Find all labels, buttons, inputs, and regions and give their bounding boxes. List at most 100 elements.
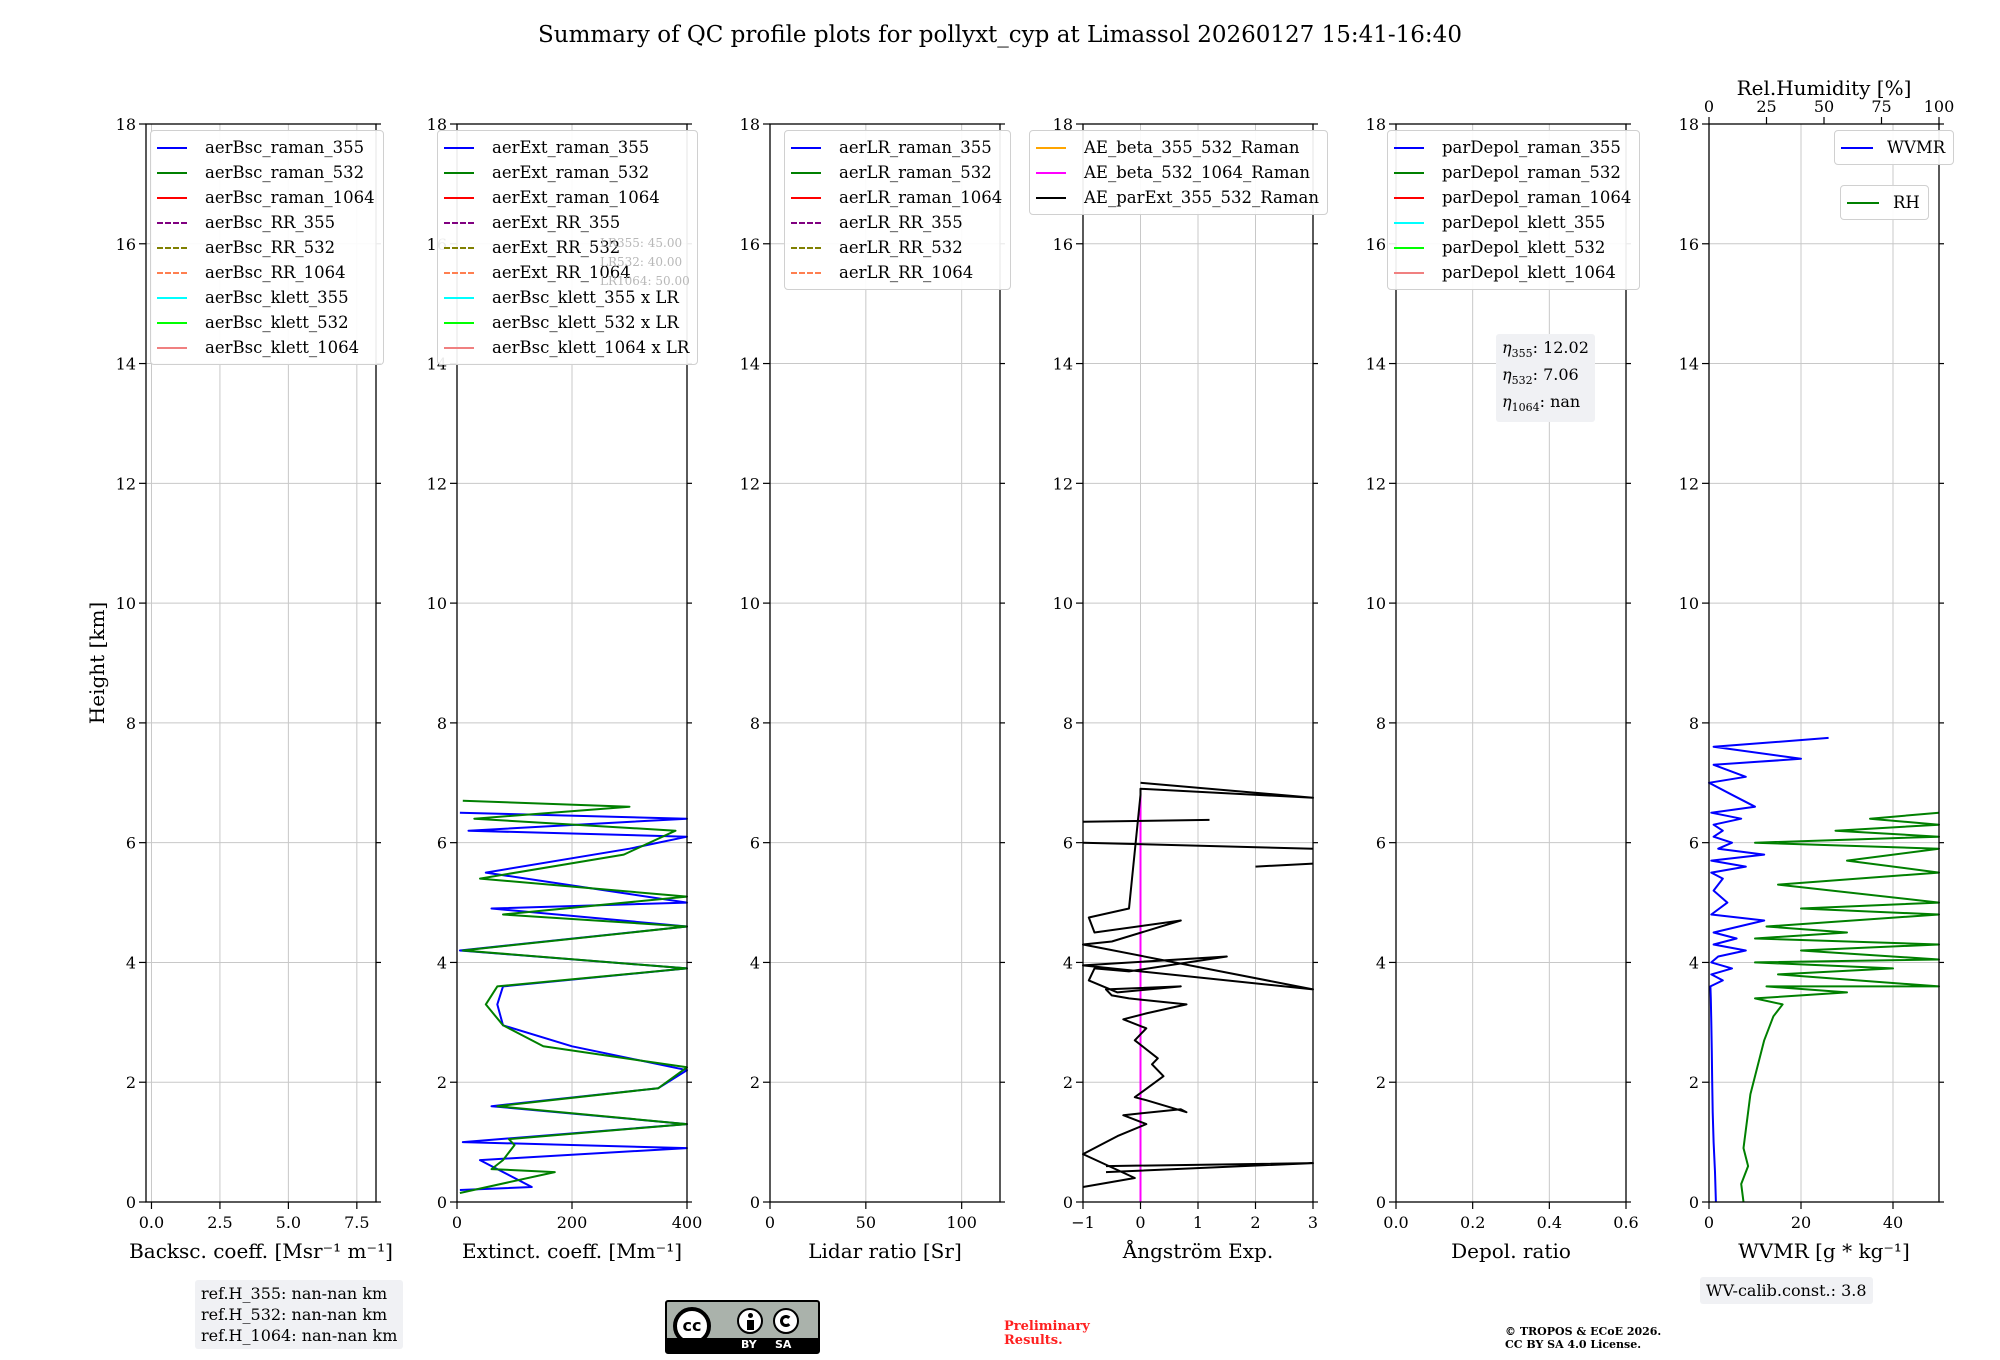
wv-calib-text: WV-calib.const.: 3.8 — [1706, 1281, 1867, 1300]
axes-frame — [1708, 123, 1940, 1203]
series-AE_parExt_355_532_Raman_top — [1082, 841, 1314, 850]
figure-title: Summary of QC profile plots for pollyxt_… — [538, 22, 1462, 48]
x-tick-label: 50 — [856, 1213, 876, 1232]
legend-entry: parDepol_klett_1064 — [1394, 260, 1631, 285]
y-tick-label: 16 — [740, 235, 760, 254]
x-tick-label: 2 — [1250, 1213, 1260, 1232]
top-x-tick-label: 75 — [1871, 97, 1891, 116]
legend-entry: aerBsc_raman_532 — [157, 160, 375, 185]
legend-entry: aerBsc_raman_1064 — [157, 185, 375, 210]
y-tick-label: 18 — [1366, 115, 1386, 134]
series-WVMR — [1708, 736, 1829, 1203]
x-axis-label: Extinct. coeff. [Mm⁻¹] — [462, 1239, 682, 1263]
y-tick-label: 10 — [116, 594, 136, 613]
legend-label: AE_parExt_355_532_Raman — [1084, 188, 1319, 207]
top-x-tick-label: 25 — [1756, 97, 1776, 116]
copyright-line-1: © TROPOS & ECoE 2026. — [1505, 1325, 1662, 1338]
lr-annotation: LR532: 40.00 — [600, 255, 683, 269]
legend-label: parDepol_klett_532 — [1442, 238, 1606, 257]
legend-wvmr: WVMR — [1834, 130, 1955, 165]
x-tick-label: 200 — [557, 1213, 588, 1232]
y-tick-label: 14 — [740, 355, 760, 374]
legend-swatch — [157, 146, 187, 149]
legend-entry: aerBsc_klett_355 x LR — [444, 285, 689, 310]
eta-box: η355: 12.02 η532: 7.06 η1064: nan — [1496, 334, 1595, 422]
y-tick-label: 8 — [1689, 714, 1699, 733]
legend-swatch — [157, 321, 187, 324]
eta-subscript: 355 — [1511, 347, 1533, 361]
legend-swatch — [157, 346, 187, 349]
y-tick-label: 2 — [1689, 1073, 1699, 1092]
x-axis-label: Depol. ratio — [1451, 1239, 1571, 1263]
legend-label: aerExt_raman_355 — [492, 138, 650, 157]
axes-frame — [1395, 123, 1627, 1203]
y-tick-label: 6 — [1376, 834, 1386, 853]
legend-label: aerExt_RR_532 — [492, 238, 621, 257]
legend-label: aerLR_RR_355 — [839, 213, 963, 232]
top-axis-label: Rel.Humidity [%] — [1737, 76, 1912, 100]
eta-355: η355: 12.02 — [1502, 337, 1589, 364]
legend-label: aerLR_raman_355 — [839, 138, 992, 157]
legend-label: aerBsc_raman_1064 — [205, 188, 375, 207]
x-tick-label: 0.0 — [1383, 1213, 1408, 1232]
eta-subscript: 1064 — [1511, 401, 1540, 415]
y-axis-label: Height [km] — [85, 602, 109, 724]
legend-swatch — [444, 346, 474, 349]
y-tick-label: 14 — [116, 355, 136, 374]
legend-label: aerExt_raman_1064 — [492, 188, 660, 207]
legend-entry: aerLR_raman_355 — [791, 135, 1002, 160]
legend-swatch — [1394, 271, 1424, 274]
y-tick-label: 2 — [437, 1073, 447, 1092]
x-tick-label: 20 — [1791, 1213, 1811, 1232]
legend-entry: aerBsc_RR_1064 — [157, 260, 375, 285]
y-tick-label: 18 — [116, 115, 136, 134]
x-tick-label: 3 — [1308, 1213, 1318, 1232]
y-tick-label: 8 — [437, 714, 447, 733]
y-tick-label: 16 — [116, 235, 136, 254]
legend-swatch — [157, 246, 187, 249]
legend-swatch — [1036, 196, 1066, 199]
legend-entry: parDepol_klett_355 — [1394, 210, 1631, 235]
series-RH — [1740, 811, 1940, 1203]
cc-sa-label: SA — [775, 1338, 792, 1351]
eta-532: η532: 7.06 — [1502, 364, 1589, 391]
legend-label: aerBsc_klett_355 x LR — [492, 288, 679, 307]
x-tick-label: 0 — [1704, 1213, 1714, 1232]
legend-entry: parDepol_raman_1064 — [1394, 185, 1631, 210]
y-tick-label: 0 — [437, 1193, 447, 1212]
legend-label: aerBsc_klett_532 — [205, 313, 349, 332]
legend-entry: parDepol_klett_532 — [1394, 235, 1631, 260]
eta-value: : 7.06 — [1532, 365, 1579, 385]
y-tick-label: 0 — [750, 1193, 760, 1212]
ref-height-1064: ref.H_1064: nan-nan km — [201, 1326, 398, 1345]
legend-entry: aerExt_raman_532 — [444, 160, 689, 185]
legend-entry: aerLR_raman_1064 — [791, 185, 1002, 210]
legend-label: aerExt_raman_532 — [492, 163, 650, 182]
legend-swatch — [444, 321, 474, 324]
x-axis-label: WVMR [g * kg⁻¹] — [1738, 1239, 1910, 1263]
by-person-icon — [737, 1308, 763, 1334]
legend-swatch — [1394, 171, 1424, 174]
y-tick-label: 2 — [750, 1073, 760, 1092]
y-tick-label: 12 — [1053, 474, 1073, 493]
y-tick-label: 8 — [750, 714, 760, 733]
eta-symbol: η — [1502, 365, 1512, 385]
legend-label: aerBsc_raman_532 — [205, 163, 365, 182]
legend-swatch — [791, 196, 821, 199]
copyright-note: © TROPOS & ECoE 2026. CC BY SA 4.0 Licen… — [1505, 1325, 1661, 1351]
y-tick-label: 6 — [1689, 834, 1699, 853]
y-tick-label: 12 — [427, 474, 447, 493]
y-tick-label: 10 — [740, 594, 760, 613]
legend-rh: RH — [1840, 185, 1929, 220]
y-tick-label: 12 — [740, 474, 760, 493]
legend-entry: aerLR_RR_1064 — [791, 260, 1002, 285]
legend-entry: RH — [1847, 190, 1920, 215]
legend-entry: AE_beta_532_1064_Raman — [1036, 160, 1319, 185]
y-tick-label: 10 — [1366, 594, 1386, 613]
legend-label: parDepol_raman_355 — [1442, 138, 1621, 157]
legend-label: parDepol_klett_1064 — [1442, 263, 1616, 282]
x-tick-label: 0 — [765, 1213, 775, 1232]
y-tick-label: 4 — [750, 953, 760, 972]
y-tick-label: 2 — [1063, 1073, 1073, 1092]
y-tick-label: 0 — [1689, 1193, 1699, 1212]
